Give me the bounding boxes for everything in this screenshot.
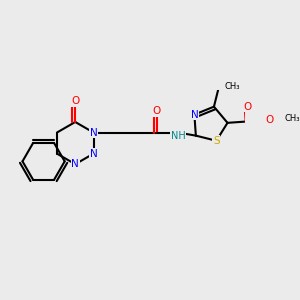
Text: CH₃: CH₃ bbox=[285, 114, 300, 123]
Text: CH₃: CH₃ bbox=[225, 82, 240, 91]
Text: N: N bbox=[190, 110, 198, 120]
Text: O: O bbox=[266, 115, 274, 125]
Text: N: N bbox=[90, 128, 98, 137]
Text: O: O bbox=[153, 106, 161, 116]
Text: O: O bbox=[71, 96, 80, 106]
Text: O: O bbox=[243, 102, 252, 112]
Text: N: N bbox=[71, 159, 79, 169]
Text: N: N bbox=[90, 148, 98, 159]
Text: S: S bbox=[213, 136, 220, 146]
Text: NH: NH bbox=[171, 131, 185, 141]
